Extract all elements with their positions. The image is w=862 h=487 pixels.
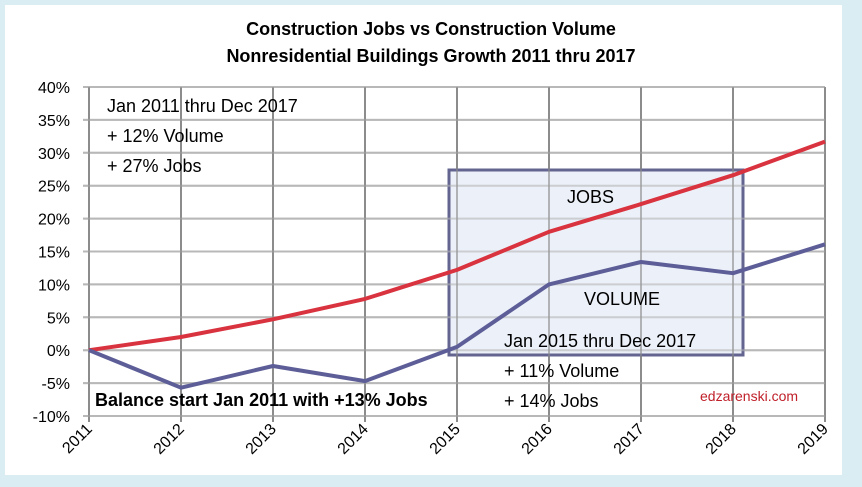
y-tick-label: 25%	[38, 179, 70, 196]
annotation-top-left-line1: Jan 2011 thru Dec 2017	[107, 96, 298, 116]
x-tick-label: 2016	[519, 421, 556, 458]
y-tick-label: 20%	[38, 212, 70, 229]
label-volume: VOLUME	[584, 289, 660, 309]
y-tick-label: 5%	[47, 310, 70, 327]
annotation-top-left-line2: + 12% Volume	[107, 126, 224, 146]
y-axis-ticks: 40% 35% 30% 25% 20% 15% 10% 5% 0% -5% -10%	[33, 80, 70, 426]
annotation-balance: Balance start Jan 2011 with +13% Jobs	[95, 390, 428, 410]
annotation-box-range-line1: Jan 2015 thru Dec 2017	[504, 331, 696, 351]
x-tick-label: 2014	[335, 421, 372, 458]
x-tick-label: 2011	[59, 421, 95, 457]
y-tick-label: 0%	[47, 343, 70, 360]
y-tick-label: 30%	[38, 146, 70, 163]
x-tick-label: 2013	[243, 421, 280, 458]
series-line-volume	[88, 242, 826, 390]
y-tick-label: 35%	[38, 113, 70, 130]
x-tick-label: 2018	[703, 421, 740, 458]
annotation-top-left: Jan 2011 thru Dec 2017 + 12% Volume + 27…	[107, 96, 298, 176]
y-tick-label: -5%	[42, 376, 70, 393]
x-tick-label: 2019	[795, 421, 832, 458]
y-tick-label: -10%	[33, 409, 70, 426]
annotation-top-left-line3: + 27% Jobs	[107, 156, 202, 176]
annotation-box-range: Jan 2015 thru Dec 2017 + 11% Volume + 14…	[504, 331, 696, 411]
source-credit: edzarenski.com	[700, 388, 798, 404]
y-tick-label: 10%	[38, 277, 70, 294]
annotation-box-range-line3: + 14% Jobs	[504, 391, 599, 411]
gridlines-overlay	[83, 86, 826, 422]
label-jobs: JOBS	[567, 187, 614, 207]
series-lines	[88, 139, 826, 390]
series-line-jobs	[88, 139, 826, 353]
highlight-box-2015-2017	[447, 168, 745, 357]
y-tick-label: 15%	[38, 245, 70, 262]
x-tick-label: 2017	[611, 421, 648, 458]
x-tick-label: 2015	[427, 421, 464, 458]
chart-title-line1: Construction Jobs vs Construction Volume	[246, 19, 616, 39]
chart-title-line2: Nonresidential Buildings Growth 2011 thr…	[226, 46, 636, 66]
x-axis-ticks: 2011 2012 2013 2014 2015 2016 2017 2018 2019	[59, 421, 831, 458]
annotation-box-range-line2: + 11% Volume	[504, 361, 619, 381]
chart-title: Construction Jobs vs Construction Volume…	[0, 16, 862, 70]
y-tick-label: 40%	[38, 80, 70, 97]
x-tick-label: 2012	[151, 421, 188, 458]
